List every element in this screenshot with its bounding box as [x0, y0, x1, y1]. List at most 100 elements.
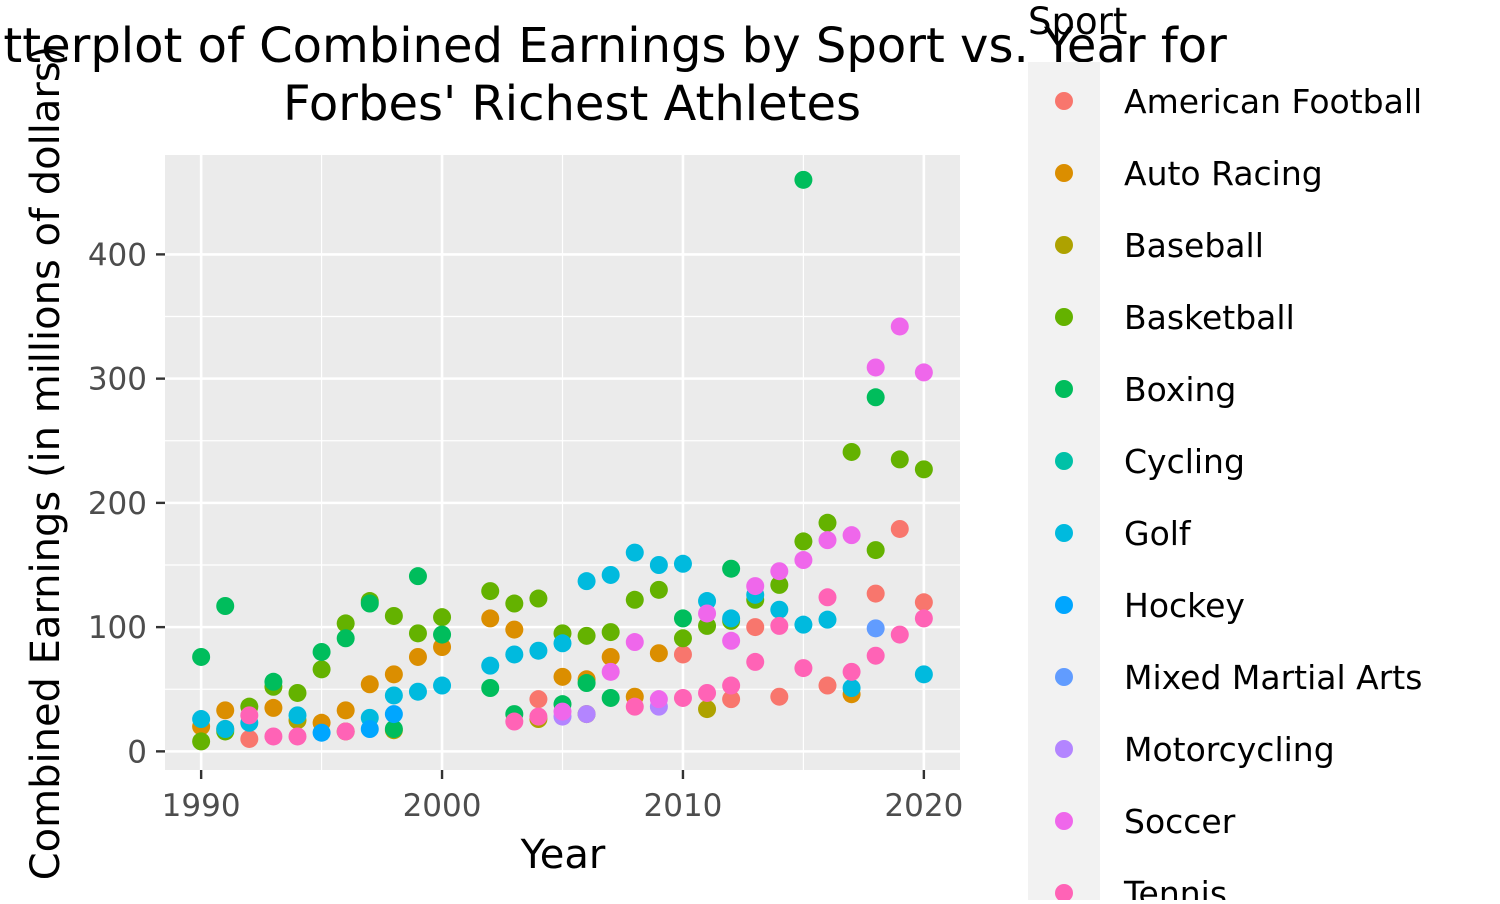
legend-key: [1055, 236, 1073, 254]
point-soccer: [770, 562, 789, 581]
point-auto-racing: [216, 701, 235, 720]
point-basketball: [890, 450, 909, 469]
point-auto-racing: [360, 675, 379, 694]
point-boxing: [312, 642, 331, 661]
point-golf: [553, 634, 572, 653]
point-soccer: [746, 577, 765, 596]
point-soccer: [601, 662, 620, 681]
legend-label: Mixed Martial Arts: [1124, 658, 1422, 697]
point-basketball: [649, 580, 668, 599]
point-american-football: [818, 676, 837, 695]
x-tick-label: 2010: [644, 788, 723, 824]
legend-background: [1028, 62, 1100, 904]
point-tennis: [625, 697, 644, 716]
point-basketball: [505, 594, 524, 613]
point-baseball: [698, 700, 717, 719]
legend-key: [1055, 380, 1073, 398]
point-tennis: [818, 588, 837, 607]
point-golf: [794, 615, 813, 634]
y-tick-label: 400: [88, 237, 147, 273]
point-basketball: [288, 683, 307, 702]
point-auto-racing: [505, 620, 524, 639]
point-american-football: [722, 690, 741, 709]
legend-label: Cycling: [1124, 442, 1245, 481]
point-boxing: [577, 674, 596, 693]
point-boxing: [433, 625, 452, 644]
point-auto-racing: [649, 644, 668, 663]
point-auto-racing: [384, 665, 403, 684]
point-soccer: [722, 631, 741, 650]
legend-label: Motorcycling: [1124, 730, 1335, 769]
point-tennis: [866, 646, 885, 665]
point-auto-racing: [264, 698, 283, 717]
point-soccer: [698, 604, 717, 623]
point-golf: [649, 556, 668, 574]
point-tennis: [698, 683, 717, 702]
point-american-football: [770, 687, 789, 706]
legend-label: Auto Racing: [1124, 154, 1323, 193]
point-basketball: [481, 582, 500, 601]
chart-title-line-2: Forbes' Richest Athletes: [283, 76, 861, 132]
point-boxing: [601, 688, 620, 707]
point-basketball: [601, 623, 620, 642]
point-basketball: [192, 732, 211, 751]
legend-key: [1055, 596, 1073, 614]
point-golf: [770, 600, 789, 619]
y-tick-label: 200: [88, 486, 147, 522]
legend-label: Boxing: [1124, 370, 1236, 409]
point-tennis: [673, 688, 692, 707]
y-axis: 0 100 200 300 400: [88, 237, 165, 770]
point-basketball: [770, 575, 789, 594]
legend-label: Basketball: [1124, 298, 1295, 337]
point-hockey: [312, 723, 331, 742]
point-boxing: [722, 559, 741, 578]
point-tennis: [842, 662, 861, 681]
legend-label: Tennis: [1123, 874, 1227, 900]
point-american-football: [240, 729, 259, 748]
point-boxing: [192, 647, 211, 666]
chart-title: Scatterplot of Combined Earnings by Spor…: [0, 18, 1227, 132]
point-golf: [673, 554, 692, 573]
legend-label: Soccer: [1124, 802, 1236, 841]
legend-key: [1055, 740, 1073, 758]
point-american-football: [673, 645, 692, 664]
point-auto-racing: [433, 638, 452, 656]
point-golf: [577, 572, 596, 591]
point-hockey: [384, 705, 403, 724]
point-hockey: [360, 720, 379, 738]
point-soccer: [842, 526, 861, 545]
point-tennis: [890, 625, 909, 644]
point-tennis: [336, 722, 355, 741]
legend-key: [1055, 164, 1073, 182]
point-golf: [722, 609, 741, 628]
point-basketball: [408, 624, 427, 643]
x-axis: 1990 2000 2010 2020: [162, 770, 963, 824]
point-american-football: [914, 593, 933, 612]
point-tennis: [240, 706, 259, 725]
point-tennis: [794, 659, 813, 678]
point-boxing: [408, 567, 427, 586]
y-tick-label: 0: [127, 734, 147, 770]
point-soccer: [794, 551, 813, 570]
point-tennis: [770, 616, 789, 635]
legend-key: [1055, 452, 1073, 470]
point-basketball: [842, 442, 861, 461]
point-golf: [384, 686, 403, 705]
legend-label: Hockey: [1124, 586, 1245, 625]
legend-key: [1055, 812, 1073, 830]
point-boxing: [384, 720, 403, 738]
point-golf: [914, 665, 933, 684]
y-tick-label: 300: [88, 362, 147, 398]
point-boxing: [673, 609, 692, 628]
point-basketball: [336, 614, 355, 633]
point-tennis: [529, 707, 548, 726]
legend-key: [1055, 92, 1073, 110]
point-boxing: [866, 388, 885, 407]
chart-title-line-1: Scatterplot of Combined Earnings by Spor…: [0, 18, 1227, 74]
point-american-football: [529, 690, 548, 709]
point-american-football: [890, 519, 909, 538]
point-soccer: [890, 317, 909, 336]
legend-label: American Football: [1124, 82, 1422, 121]
point-basketball: [818, 513, 837, 532]
